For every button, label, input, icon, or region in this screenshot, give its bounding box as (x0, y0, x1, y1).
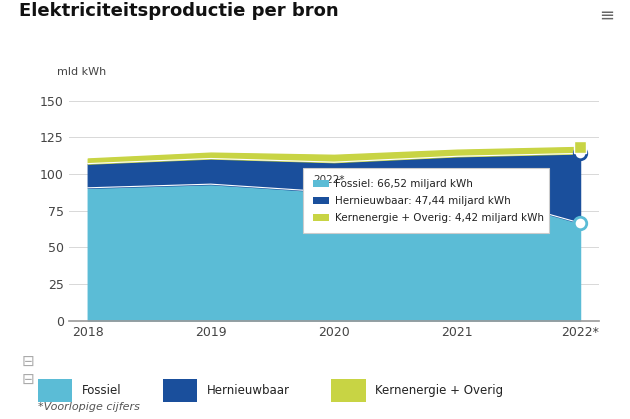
Text: ≡: ≡ (599, 6, 614, 24)
Text: Kernenergie + Overig: Kernenergie + Overig (375, 384, 503, 397)
Text: *Voorlopige cijfers: *Voorlopige cijfers (38, 403, 140, 412)
Text: Hernieuwbaar: Hernieuwbaar (207, 384, 290, 397)
FancyBboxPatch shape (313, 181, 329, 187)
Bar (38, 379, 72, 402)
FancyBboxPatch shape (313, 197, 329, 204)
Text: ⊟: ⊟ (22, 372, 35, 387)
Text: Elektriciteitsproductie per bron: Elektriciteitsproductie per bron (19, 2, 338, 20)
Bar (163, 379, 197, 402)
Text: Fossiel: Fossiel (82, 384, 122, 397)
FancyBboxPatch shape (303, 168, 549, 233)
Text: mld kWh: mld kWh (57, 67, 106, 77)
Text: ⊟: ⊟ (22, 354, 35, 369)
FancyBboxPatch shape (313, 214, 329, 221)
Bar (331, 379, 366, 402)
Text: Fossiel: 66,52 miljard kWh: Fossiel: 66,52 miljard kWh (335, 179, 473, 189)
Text: Hernieuwbaar: 47,44 miljard kWh: Hernieuwbaar: 47,44 miljard kWh (335, 196, 511, 206)
Text: 2022*: 2022* (313, 175, 345, 185)
Text: Kernenergie + Overig: 4,42 miljard kWh: Kernenergie + Overig: 4,42 miljard kWh (335, 212, 544, 222)
